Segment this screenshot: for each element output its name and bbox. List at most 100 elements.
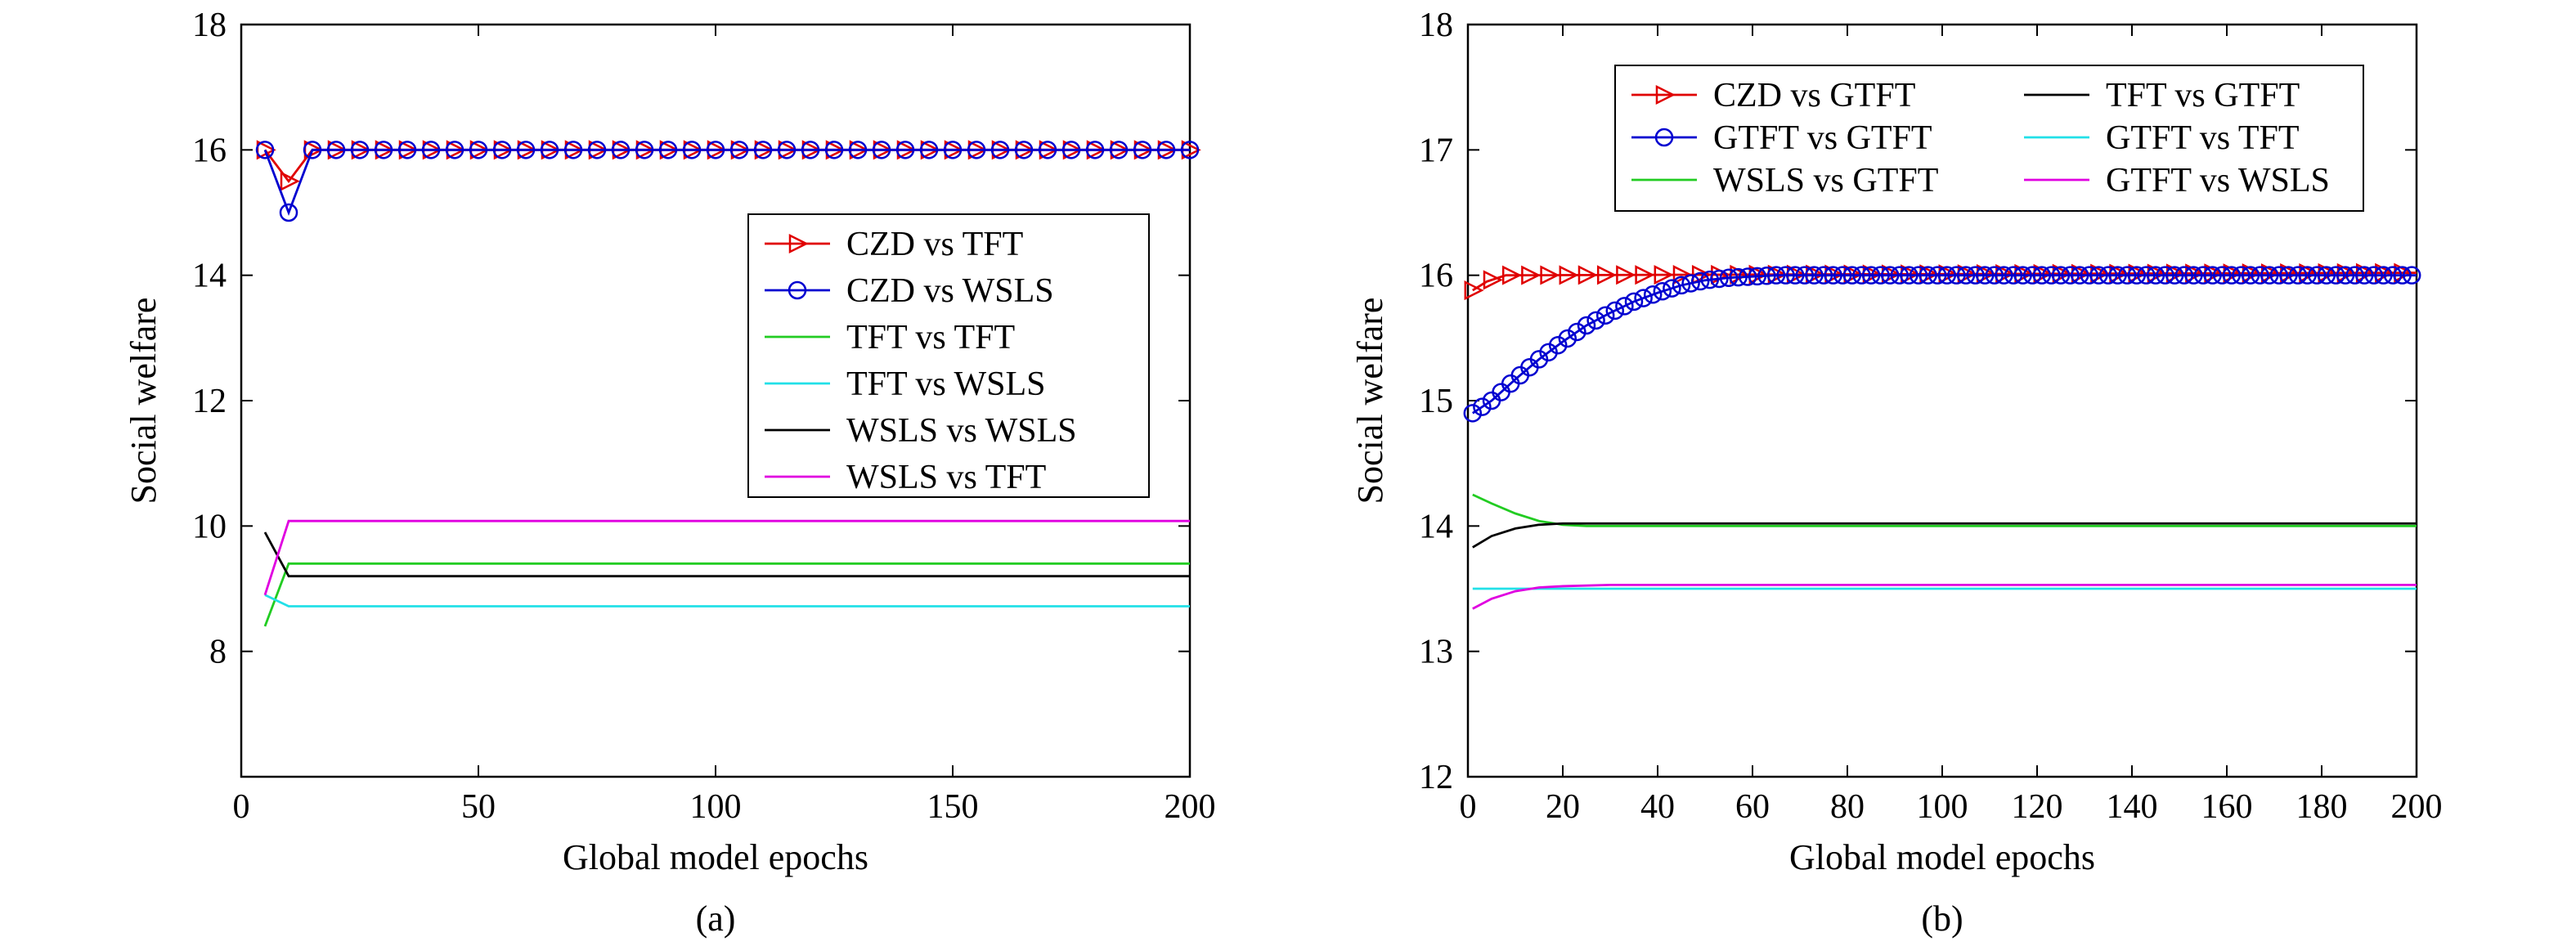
x-tick-label: 120 — [2012, 788, 2063, 826]
legend-label: WSLS vs WSLS — [846, 412, 1077, 450]
series-marker — [255, 141, 275, 159]
series-marker — [706, 141, 725, 159]
y-tick-label: 13 — [1419, 634, 1453, 671]
series-marker — [1995, 266, 2013, 285]
series-marker — [2241, 266, 2260, 285]
series-marker — [2117, 266, 2137, 285]
series-marker — [1605, 301, 1625, 321]
series-marker — [2383, 266, 2403, 285]
legend-marker — [788, 233, 809, 254]
series-marker — [2184, 266, 2203, 285]
series-marker — [350, 141, 370, 159]
series-marker — [658, 141, 678, 159]
series-marker — [1014, 141, 1034, 159]
series-line-b-2 — [1472, 493, 2417, 527]
y-tick-label: 8 — [209, 634, 227, 671]
series-marker — [1643, 285, 1663, 304]
series-marker — [2080, 266, 2099, 285]
legend-label: GTFT vs TFT — [2106, 119, 2300, 157]
series-marker — [1729, 267, 1748, 287]
series-marker — [2061, 266, 2080, 285]
series-marker — [2193, 266, 2213, 285]
y-tick-label: 10 — [192, 508, 227, 545]
series-marker — [2251, 266, 2269, 285]
y-tick-label: 15 — [1419, 383, 1453, 420]
series-marker — [2345, 266, 2364, 285]
ticks-a: 0 50 100 150 200 8 10 12 14 16 18 — [192, 7, 1216, 826]
y-tick-label: 14 — [192, 258, 227, 295]
series-marker — [516, 141, 536, 159]
series-marker — [2212, 266, 2232, 285]
series-marker — [2298, 266, 2317, 285]
series-line-a-5 — [263, 519, 1190, 596]
x-tick-label: 60 — [1735, 788, 1770, 826]
series-marker — [1559, 265, 1579, 285]
series-marker — [1653, 282, 1672, 301]
series-line-b-1 — [1472, 274, 2417, 415]
series-marker — [1719, 268, 1739, 287]
series-marker — [2393, 266, 2412, 285]
series-marker — [2174, 266, 2194, 285]
series-marker — [421, 141, 441, 159]
series-marker — [1937, 266, 1957, 285]
series-marker — [397, 141, 417, 159]
y-tick-label: 17 — [1419, 132, 1453, 169]
series-marker — [1947, 266, 1966, 285]
x-axis-label-a: Global model epochs — [563, 837, 868, 877]
series-marker — [1654, 265, 1674, 285]
legend-label: WSLS vs TFT — [846, 459, 1046, 496]
series-marker — [1900, 266, 1919, 285]
series-marker — [2137, 266, 2156, 285]
series-marker — [1501, 265, 1522, 285]
series-marker — [1928, 266, 1947, 285]
y-tick-label: 12 — [192, 383, 227, 420]
series-marker — [2402, 266, 2421, 285]
series-marker — [1521, 265, 1542, 285]
series-line-b-3 — [1472, 522, 2417, 549]
series-marker — [1180, 141, 1200, 159]
panel-label-a: (a) — [696, 899, 736, 939]
series-line-a-1 — [263, 148, 1190, 216]
series-marker — [682, 141, 702, 159]
series-marker — [1681, 274, 1700, 293]
series-marker — [1548, 335, 1568, 355]
series-marker — [1890, 266, 1910, 285]
series-marker — [1814, 266, 1833, 285]
legend-marker — [1655, 84, 1676, 105]
series-marker — [2146, 266, 2165, 285]
series-marker — [374, 141, 393, 159]
series-marker — [2108, 266, 2127, 285]
series-line-a-2 — [263, 562, 1190, 627]
series-marker — [919, 141, 939, 159]
series-marker — [848, 141, 868, 159]
y-tick-label: 12 — [1419, 759, 1453, 796]
series-marker — [1085, 141, 1105, 159]
series-marker — [1596, 265, 1617, 285]
series-marker — [2098, 266, 2118, 285]
y-axis-label-b: Social welfare — [1350, 298, 1390, 504]
series-marker — [326, 141, 346, 159]
series-marker — [563, 141, 583, 159]
series-marker — [1833, 266, 1852, 285]
series-marker — [753, 141, 773, 159]
series-marker — [2307, 266, 2327, 285]
series-line-a-4 — [263, 531, 1190, 578]
x-tick-label: 100 — [690, 788, 742, 826]
series-marker — [1985, 266, 2004, 285]
series-marker — [990, 141, 1010, 159]
x-tick-label: 200 — [2391, 788, 2443, 826]
series-marker — [1109, 141, 1129, 159]
ticks-b: 0 20 40 60 80 100 120 140 160 180 200 12 13 14 15 16 17 1… — [1419, 7, 2443, 826]
series-marker — [801, 141, 820, 159]
series-marker — [1539, 343, 1558, 362]
series-marker — [2327, 266, 2345, 285]
x-tick-label: 100 — [1917, 788, 1968, 826]
x-tick-label: 80 — [1830, 788, 1865, 826]
y-tick-label: 16 — [1419, 258, 1453, 295]
series-marker — [2260, 266, 2279, 285]
series-marker — [1975, 266, 1995, 285]
series-marker — [1842, 266, 1862, 285]
series-marker — [1133, 141, 1152, 159]
